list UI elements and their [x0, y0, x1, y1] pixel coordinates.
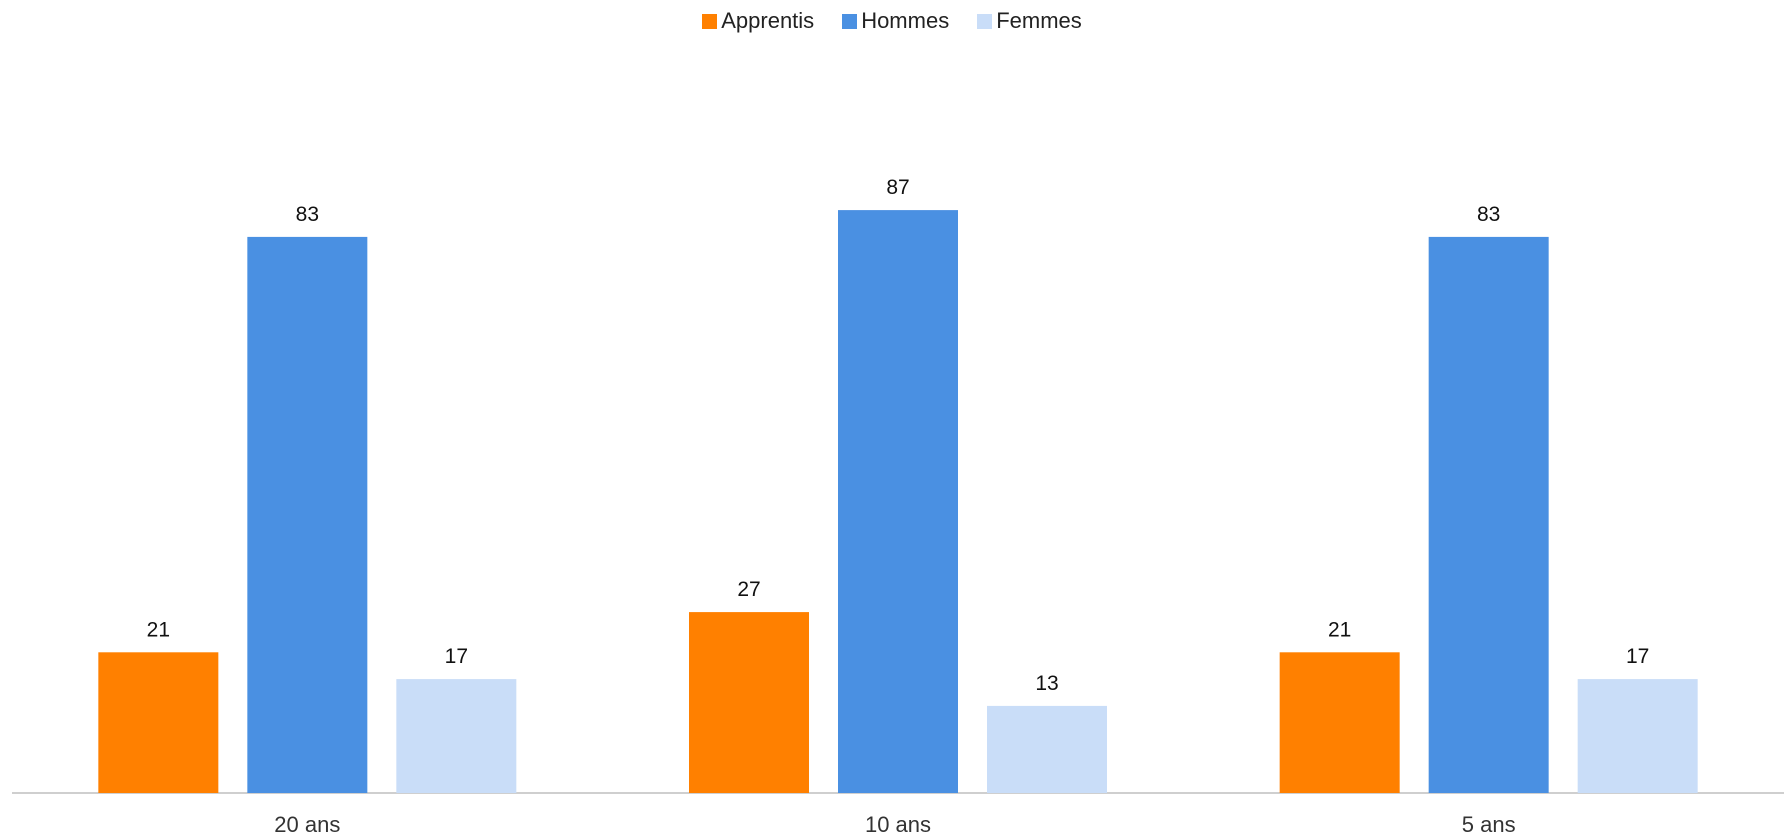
data-label-hommes-10-ans: 87 [886, 176, 909, 199]
legend-item-hommes: Hommes [842, 8, 949, 34]
bar-femmes-5-ans [1577, 679, 1698, 793]
bar-femmes-10-ans [987, 705, 1107, 793]
legend-label-hommes: Hommes [861, 8, 950, 33]
data-label-apprentis-20-ans: 21 [147, 618, 170, 641]
legend-item-apprentis: Apprentis [702, 8, 814, 34]
x-tick-label-20-ans: 20 ans [274, 812, 340, 837]
data-label-apprentis-10-ans: 27 [737, 578, 760, 601]
legend-label-apprentis: Apprentis [721, 8, 815, 33]
data-label-apprentis-5-ans: 21 [1328, 618, 1351, 641]
data-label-femmes-5-ans: 17 [1626, 645, 1649, 668]
data-label-hommes-20-ans: 83 [296, 203, 319, 226]
legend-swatch-femmes [977, 13, 993, 29]
legend-item-femmes: Femmes [977, 8, 1082, 34]
x-tick-label-10-ans: 10 ans [865, 812, 931, 837]
bar-apprentis-5-ans [1279, 652, 1400, 793]
legend-swatch-hommes [842, 13, 858, 29]
bar-apprentis-10-ans [689, 612, 809, 793]
legend-swatch-apprentis [702, 13, 718, 29]
bar-apprentis-20-ans [98, 652, 219, 793]
data-label-femmes-10-ans: 13 [1035, 672, 1058, 695]
bar-hommes-5-ans [1428, 236, 1549, 793]
data-label-femmes-20-ans: 17 [445, 645, 468, 668]
legend-label-femmes: Femmes [996, 8, 1082, 33]
legend: Apprentis Hommes Femmes [0, 8, 1784, 34]
bar-femmes-20-ans [396, 679, 517, 793]
data-label-hommes-5-ans: 83 [1477, 203, 1500, 226]
bar-hommes-20-ans [247, 236, 368, 793]
bar-hommes-10-ans [838, 210, 958, 794]
x-tick-label-5-ans: 5 ans [1462, 812, 1516, 837]
